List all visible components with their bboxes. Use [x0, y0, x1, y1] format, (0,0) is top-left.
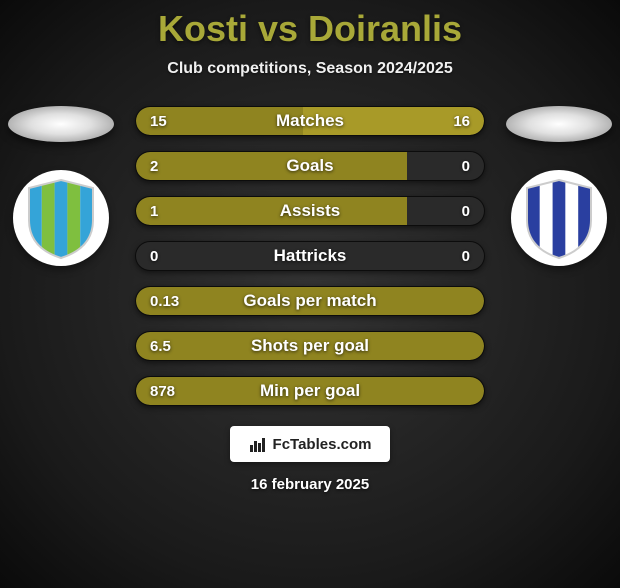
date-text: 16 february 2025: [0, 476, 620, 493]
left-player-avatar-placeholder: [8, 106, 114, 142]
right-player-column: [504, 106, 614, 266]
left-club-logo: [13, 170, 109, 266]
stat-label: Min per goal: [136, 381, 484, 401]
stat-bar: 1Assists0: [135, 196, 485, 226]
stat-right-value: 0: [462, 203, 470, 220]
stat-bar: 2Goals0: [135, 151, 485, 181]
page-title: Kosti vs Doiranlis: [0, 8, 620, 50]
left-player-column: [6, 106, 116, 266]
stat-bar: 0.13Goals per match: [135, 286, 485, 316]
stat-label: Matches: [136, 111, 484, 131]
right-club-logo: [511, 170, 607, 266]
stat-right-value: 0: [462, 158, 470, 175]
stat-label: Shots per goal: [136, 336, 484, 356]
right-player-avatar-placeholder: [506, 106, 612, 142]
stat-right-value: 0: [462, 248, 470, 265]
attribution-text: FcTables.com: [273, 436, 372, 453]
stat-label: Goals: [136, 156, 484, 176]
stat-bar: 0Hattricks0: [135, 241, 485, 271]
chart-icon: [249, 435, 267, 453]
stat-label: Hattricks: [136, 246, 484, 266]
stat-bar: 6.5Shots per goal: [135, 331, 485, 361]
comparison-content: 15Matches162Goals01Assists00Hattricks00.…: [0, 106, 620, 406]
stat-bar: 15Matches16: [135, 106, 485, 136]
stat-bar: 878Min per goal: [135, 376, 485, 406]
stat-right-value: 16: [453, 113, 470, 130]
stat-label: Goals per match: [136, 291, 484, 311]
subtitle: Club competitions, Season 2024/2025: [0, 60, 620, 78]
attribution-badge: FcTables.com: [230, 426, 390, 462]
stat-bars: 15Matches162Goals01Assists00Hattricks00.…: [135, 106, 485, 406]
stat-label: Assists: [136, 201, 484, 221]
